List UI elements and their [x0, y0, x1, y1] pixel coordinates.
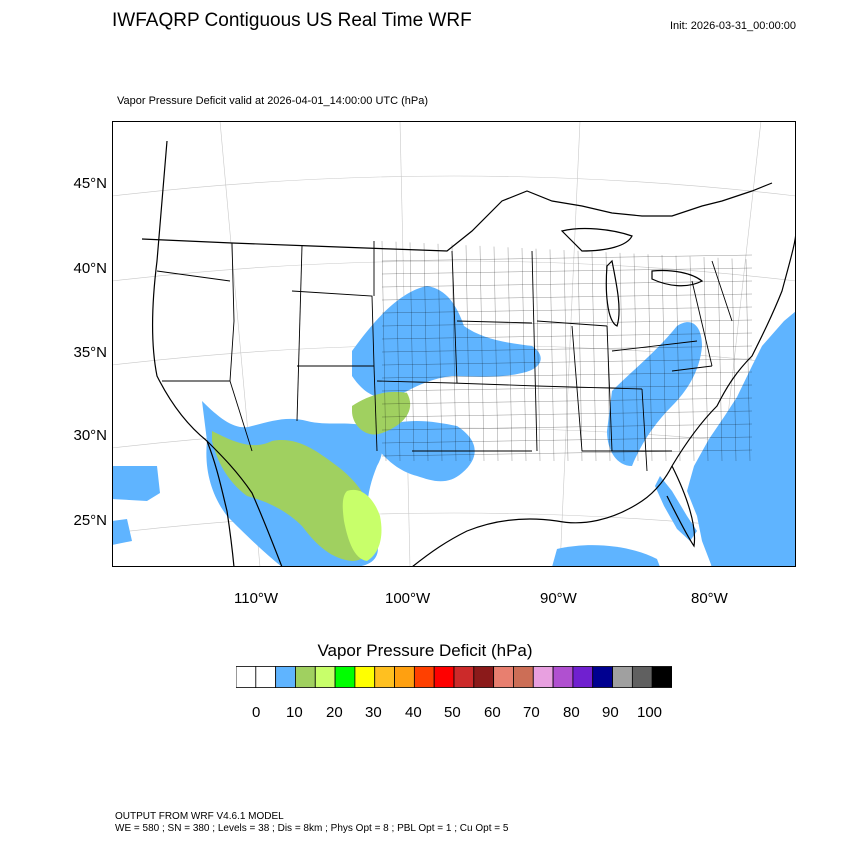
colorbar-label: 30 [365, 704, 382, 721]
lon-label-90w: 90°W [540, 590, 577, 607]
init-time: Init: 2026-03-31_00:00:00 [670, 20, 796, 32]
colorbar-swatch [255, 666, 277, 688]
lat-label-40: 40°N [73, 260, 107, 277]
colorbar-label: 0 [252, 704, 261, 721]
colorbar-swatch [354, 666, 376, 688]
colorbar-swatch [552, 666, 574, 688]
page-title: IWFAQRP Contiguous US Real Time WRF [112, 10, 472, 31]
colorbar-swatch [394, 666, 415, 688]
colorbar-label: 20 [326, 704, 343, 721]
lon-label-80w: 80°W [691, 590, 728, 607]
colorbar-swatch [612, 666, 633, 688]
mexico-lime [342, 489, 382, 561]
model-info-line1: OUTPUT FROM WRF V4.6.1 MODEL [115, 811, 284, 822]
colorbar-swatch [651, 666, 673, 688]
county-borders [381, 240, 753, 462]
lat-label-25: 25°N [73, 512, 107, 529]
colorbar-label: 80 [563, 704, 580, 721]
colorbar-swatch [532, 666, 554, 688]
colorbar-swatch [572, 666, 594, 688]
colorbar-swatch [413, 666, 435, 688]
colorbar-swatch [631, 666, 653, 688]
central-green [352, 391, 411, 435]
pacific-shade-2 [112, 519, 132, 545]
colorbar-swatch [334, 666, 356, 688]
colorbar-label: 50 [444, 704, 461, 721]
field-subtitle: Vapor Pressure Deficit valid at 2026-04-… [117, 95, 429, 107]
canada-us-border [141, 182, 773, 252]
colorbar-swatches [235, 666, 673, 688]
atlantic-coast [666, 230, 796, 548]
lat-label-45: 45°N [73, 175, 107, 192]
lat-label-30: 30°N [73, 427, 107, 444]
lon-label-110w: 110°W [234, 590, 279, 607]
lon-label-100w: 100°W [385, 590, 431, 607]
pacific-coast [151, 140, 283, 567]
baja-peninsula [206, 440, 235, 567]
model-info-line2: WE = 580 ; SN = 380 ; Levels = 38 ; Dis … [115, 823, 509, 834]
map-panel [112, 121, 796, 567]
colorbar [235, 666, 673, 688]
ocean-vpd-shading [112, 311, 796, 567]
plains-blue-band [352, 286, 541, 399]
colorbar-title: Vapor Pressure Deficit (hPa) [317, 641, 533, 660]
conus-map [112, 121, 796, 567]
colorbar-label: 100 [637, 704, 663, 721]
colorbar-label: 10 [286, 704, 303, 721]
gulf-shade [552, 545, 660, 567]
colorbar-swatch [592, 666, 613, 688]
state-borders [156, 241, 733, 472]
colorbar-swatch [513, 666, 534, 688]
atlantic-ocean-shade [687, 311, 796, 567]
florida-shade [655, 476, 697, 541]
colorbar-swatch [374, 666, 395, 688]
colorbar-swatch [493, 666, 514, 688]
colorbar-swatch [453, 666, 475, 688]
map-frame [112, 121, 796, 567]
gulf-coast [411, 465, 673, 567]
pacific-shade-1 [112, 466, 160, 501]
southeast-blue [607, 322, 702, 466]
colorbar-label: 70 [523, 704, 540, 721]
colorbar-label: 60 [484, 704, 501, 721]
colorbar-swatch [473, 666, 495, 688]
colorbar-swatch [314, 666, 336, 688]
colorbar-label: 40 [405, 704, 422, 721]
colorbar-swatch [235, 666, 257, 688]
land-vpd-shading [202, 286, 702, 567]
colorbar-swatch [295, 666, 316, 688]
colorbar-label: 90 [602, 704, 619, 721]
lat-label-35: 35°N [73, 344, 107, 361]
southwest-green [212, 431, 375, 561]
colorbar-swatch [275, 666, 296, 688]
colorbar-swatch [433, 666, 455, 688]
